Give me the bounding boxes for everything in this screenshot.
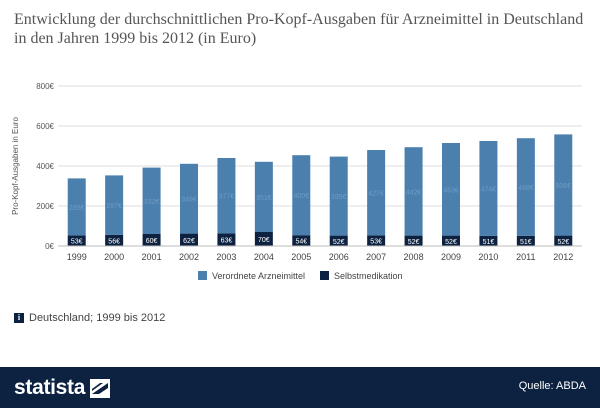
x-tick-label: 2007: [366, 252, 386, 262]
legend-label-verordnete: Verordnete Arzneimittel: [212, 271, 305, 281]
bar-selbstmedikation-2012: [554, 235, 573, 246]
data-label-verordnete: 377€: [219, 194, 235, 201]
data-label-verordnete: 400€: [293, 193, 309, 200]
data-label-selbstmedikation: 53€: [71, 239, 83, 246]
x-tick-label: 2012: [553, 252, 573, 262]
bar-chart: 0€ 200€ 400€ 600€ 800€ Pro-Kopf-Ausgaben in E…: [11, 82, 582, 281]
data-label-verordnete: 297€: [106, 203, 122, 210]
bar-selbstmedikation-1999: [67, 235, 86, 246]
x-tick-label: 2010: [478, 252, 498, 262]
bar-selbstmedikation-2008: [404, 235, 423, 246]
x-tick-label: 2005: [291, 252, 311, 262]
y-axis-label: Pro-Kopf-Ausgaben in Euro: [11, 117, 20, 215]
bar-verordnete-2002: [180, 163, 198, 234]
data-label-selbstmedikation: 52€: [333, 239, 345, 246]
bar-verordnete-2007: [367, 150, 386, 236]
x-tick-label: 2003: [216, 252, 236, 262]
data-label-selbstmedikation: 60€: [146, 238, 158, 245]
legend-swatch-verordnete: [198, 271, 207, 280]
x-tick-label: 2001: [142, 252, 162, 262]
x-tick-label: 2000: [104, 252, 124, 262]
bar-verordnete-2000: [105, 175, 124, 235]
data-label-selbstmedikation: 70€: [258, 237, 270, 244]
bar-verordnete-2009: [442, 143, 460, 236]
data-label-verordnete: 395€: [331, 194, 347, 201]
y-tick-label: 200€: [36, 202, 54, 211]
data-label-verordnete: 442€: [406, 189, 422, 196]
data-label-selbstmedikation: 63€: [221, 238, 233, 245]
chart-area: 0€ 200€ 400€ 600€ 800€ Pro-Kopf-Ausgaben in E…: [0, 70, 600, 305]
bar-selbstmedikation-2005: [292, 235, 311, 246]
x-tick-label: 2008: [404, 252, 424, 262]
info-note: i Deutschland; 1999 bis 2012: [14, 312, 165, 324]
x-tick-label: 2009: [441, 252, 461, 262]
bar-selbstmedikation-2010: [479, 235, 498, 246]
bar-verordnete-1999: [67, 178, 86, 236]
data-label-verordnete: 351€: [256, 195, 272, 202]
x-tick-label: 2006: [329, 252, 349, 262]
statista-logo[interactable]: statista: [14, 376, 111, 400]
info-icon[interactable]: i: [14, 313, 24, 323]
bar-verordnete-2001: [142, 167, 161, 234]
bar-selbstmedikation-2001: [142, 234, 161, 246]
x-tick-label: 2004: [254, 252, 274, 262]
bar-verordnete-2008: [404, 147, 423, 236]
y-tick-label: 600€: [36, 122, 54, 131]
data-label-selbstmedikation: 51€: [520, 239, 532, 246]
data-label-verordnete: 285€: [69, 205, 85, 212]
info-text: Deutschland; 1999 bis 2012: [29, 312, 166, 324]
statista-logo-icon: [90, 378, 111, 398]
data-label-selbstmedikation: 62€: [183, 238, 195, 245]
data-label-selbstmedikation: 52€: [557, 239, 569, 246]
data-label-verordnete: 427€: [368, 191, 384, 198]
data-label-verordnete: 488€: [518, 185, 534, 192]
bar-verordnete-2012: [554, 134, 573, 236]
data-label-selbstmedikation: 52€: [445, 239, 457, 246]
data-label-verordnete: 506€: [555, 183, 571, 190]
bar-selbstmedikation-2007: [367, 235, 386, 246]
y-tick-label: 400€: [36, 162, 54, 171]
x-tick-label: 1999: [67, 252, 87, 262]
bar-selbstmedikation-2011: [516, 235, 535, 246]
data-label-selbstmedikation: 56€: [108, 238, 120, 245]
bar-verordnete-2010: [479, 141, 498, 236]
bar-selbstmedikation-2009: [442, 235, 460, 246]
bar-selbstmedikation-2004: [254, 232, 273, 246]
brand-name: statista: [14, 376, 86, 399]
data-label-selbstmedikation: 53€: [370, 239, 382, 246]
bar-verordnete-2004: [254, 161, 273, 232]
bar-selbstmedikation-2006: [329, 235, 348, 246]
footer-bar: statista Quelle: ABDA: [0, 367, 600, 408]
data-label-verordnete: 474€: [481, 186, 497, 193]
y-tick-label: 800€: [36, 82, 54, 91]
data-label-verordnete: 463€: [443, 187, 459, 194]
bar-verordnete-2011: [516, 138, 535, 236]
data-label-selbstmedikation: 54€: [295, 239, 307, 246]
data-label-selbstmedikation: 52€: [408, 239, 420, 246]
bar-verordnete-2003: [217, 158, 236, 234]
bar-selbstmedikation-2002: [180, 233, 198, 246]
bar-selbstmedikation-2003: [217, 233, 236, 246]
source-label: Quelle: ABDA: [518, 380, 586, 392]
bar-selbstmedikation-2000: [105, 234, 124, 246]
y-tick-label: 0€: [45, 242, 54, 251]
bar-verordnete-2006: [329, 156, 348, 236]
legend-label-selbstmedikation: Selbstmedikation: [334, 271, 403, 281]
bar-verordnete-2005: [292, 155, 311, 236]
data-label-verordnete: 349€: [181, 197, 197, 204]
data-label-verordnete: 332€: [144, 199, 160, 206]
data-label-selbstmedikation: 51€: [483, 239, 495, 246]
x-tick-label: 2011: [516, 252, 535, 262]
x-tick-label: 2002: [179, 252, 199, 262]
legend-swatch-selbstmedikation: [320, 271, 329, 280]
chart-title: Entwicklung der durchschnittlichen Pro-K…: [14, 11, 584, 47]
